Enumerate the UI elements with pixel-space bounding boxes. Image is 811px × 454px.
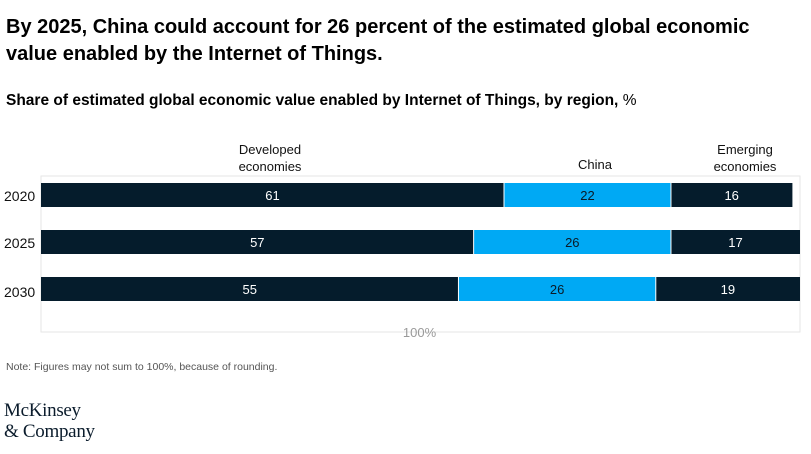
year-label-2030: 2030 — [4, 284, 36, 300]
bar-2030-china — [458, 277, 656, 301]
legend-label-emerging: Emerging economies — [713, 142, 777, 174]
value-label-2020-china: 22 — [580, 188, 594, 203]
value-label-2020-developed-economies: 61 — [265, 188, 279, 203]
value-label-2025-emerging-economies: 17 — [728, 235, 742, 250]
legend-emerging-economies: Emerging economies — [690, 141, 800, 175]
value-label-2020-emerging-economies: 16 — [724, 188, 738, 203]
year-label-2020: 2020 — [4, 188, 36, 204]
value-label-2030-emerging-economies: 19 — [721, 282, 735, 297]
value-label-2030-china: 26 — [550, 282, 564, 297]
bar-2025-emerging-economies — [670, 230, 800, 254]
bar-2020-china — [503, 183, 671, 207]
headline: By 2025, China could account for 26 perc… — [6, 16, 750, 65]
logo-line-2: & Company — [4, 421, 95, 442]
subtitle-unit: % — [622, 92, 637, 109]
value-label-2030-developed-economies: 55 — [242, 282, 256, 297]
footnote: Note: Figures may not sum to 100%, becau… — [6, 361, 278, 373]
bar-2030-emerging-economies — [655, 277, 800, 301]
bar-2025-developed-economies — [41, 230, 474, 254]
stacked-bar-chart: 61 22 16 57 26 17 55 26 19 100% — [40, 175, 801, 340]
legend-label-china: China — [578, 157, 612, 172]
chart-subtitle: Share of estimated global economic value… — [6, 91, 636, 111]
bar-2025-china — [473, 230, 671, 254]
legend-developed-economies: Developed economies — [210, 141, 330, 175]
value-label-2025-china: 26 — [565, 235, 579, 250]
logo-line-1: McKinsey — [4, 400, 81, 421]
total-label: 100% — [403, 325, 437, 340]
value-label-2025-developed-economies: 57 — [250, 235, 264, 250]
mckinsey-logo: McKinsey & Company — [4, 400, 95, 442]
legend-label-developed: Developed economies — [238, 142, 302, 174]
subtitle-text: Share of estimated global economic value… — [6, 92, 619, 109]
year-label-2025: 2025 — [4, 235, 36, 251]
bar-2030-developed-economies — [41, 277, 459, 301]
legend-china: China — [550, 156, 640, 173]
bar-2020-developed-economies — [41, 183, 504, 207]
bar-2020-emerging-economies — [670, 183, 793, 207]
